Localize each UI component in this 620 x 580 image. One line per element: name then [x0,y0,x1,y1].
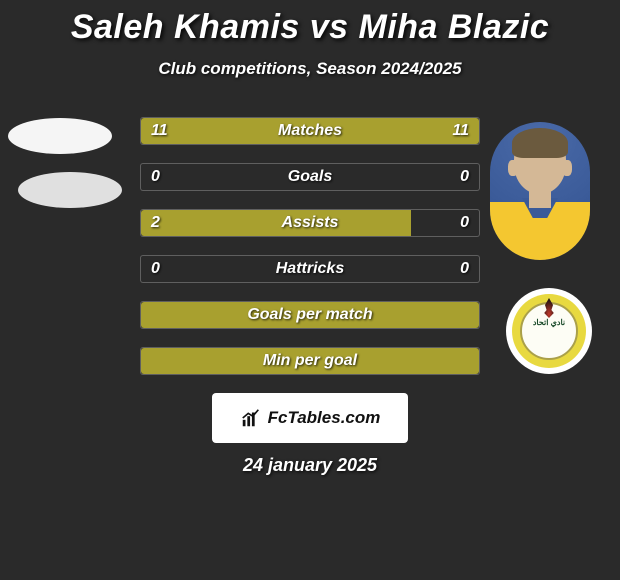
stat-row: Matches11 11 [140,117,480,145]
stat-label: Goals [141,168,479,186]
stat-left-value: 0 [151,260,160,278]
subtitle: Club competitions, Season 2024/2025 [0,59,620,79]
stat-label: Hattricks [141,260,479,278]
stat-label: Assists [141,214,479,232]
stat-label: Min per goal [141,352,479,370]
stat-right-value: 0 [460,214,469,232]
stat-label: Matches [141,122,479,140]
stat-row: Min per goal [140,347,480,375]
stat-row: Goals per match [140,301,480,329]
stat-row: Goals0 0 [140,163,480,191]
stat-left-value: 2 [151,214,160,232]
stat-left-value: 0 [151,168,160,186]
date-label: 24 january 2025 [0,455,620,476]
stat-row: Hattricks0 0 [140,255,480,283]
brand-badge[interactable]: FcTables.com [212,393,408,443]
player-right-avatar [490,122,590,260]
club-badge: نادي اتحاد [506,288,592,374]
page-title: Saleh Khamis vs Miha Blazic [0,8,620,47]
stat-right-value: 0 [460,260,469,278]
stat-label: Goals per match [141,306,479,324]
brand-text: FcTables.com [268,408,381,428]
chart-icon [240,407,262,429]
stat-left-value: 11 [151,122,168,140]
stat-row: Assists2 0 [140,209,480,237]
stats-table: Matches1111Goals00Assists20Hattricks00Go… [140,117,480,375]
player-left-avatar [8,118,112,222]
stat-right-value: 0 [460,168,469,186]
stat-right-value: 11 [452,122,469,140]
